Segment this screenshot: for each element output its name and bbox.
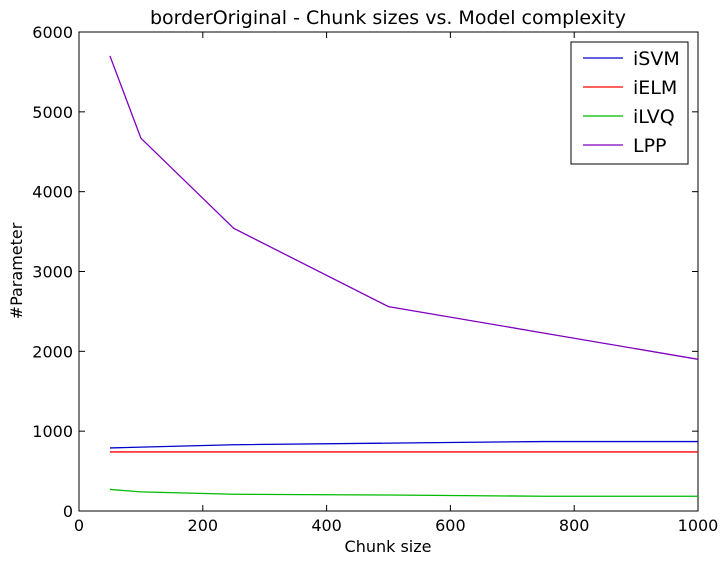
plot-area xyxy=(78,31,699,512)
series-line-lpp xyxy=(109,55,699,360)
y-tick-label: 0 xyxy=(63,502,73,521)
y-tick-label: 1000 xyxy=(32,422,73,441)
x-axis-label: Chunk size xyxy=(345,537,432,556)
x-tick-label: 600 xyxy=(435,516,466,535)
x-tick-label: 0 xyxy=(74,516,84,535)
y-tick-label: 6000 xyxy=(32,23,73,42)
legend-label: iLVQ xyxy=(633,106,675,128)
legend-label: iSVM xyxy=(633,48,680,70)
y-tick-label: 4000 xyxy=(32,183,73,202)
legend-box xyxy=(570,41,689,165)
y-tick-label: 5000 xyxy=(32,103,73,122)
legend: iSVM iELM iLVQ LPP xyxy=(570,41,689,165)
x-tick-label: 200 xyxy=(188,516,219,535)
chart-title: borderOriginal - Chunk sizes vs. Model c… xyxy=(150,7,626,29)
x-tick-label: 800 xyxy=(559,516,590,535)
x-tick-label: 1000 xyxy=(678,516,719,535)
y-axis-label: #Parameter xyxy=(7,222,26,319)
legend-label: iELM xyxy=(633,77,677,99)
x-axis: 0 200 400 600 800 1000 xyxy=(74,32,718,535)
series-line-ilvq xyxy=(109,488,698,497)
x-tick-label: 400 xyxy=(311,516,342,535)
legend-label: LPP xyxy=(633,135,667,157)
y-axis: 0 1000 2000 3000 4000 5000 6000 xyxy=(32,23,698,521)
series-line-isvm xyxy=(109,440,698,449)
y-tick-label: 3000 xyxy=(32,263,73,282)
y-tick-label: 2000 xyxy=(32,342,73,361)
